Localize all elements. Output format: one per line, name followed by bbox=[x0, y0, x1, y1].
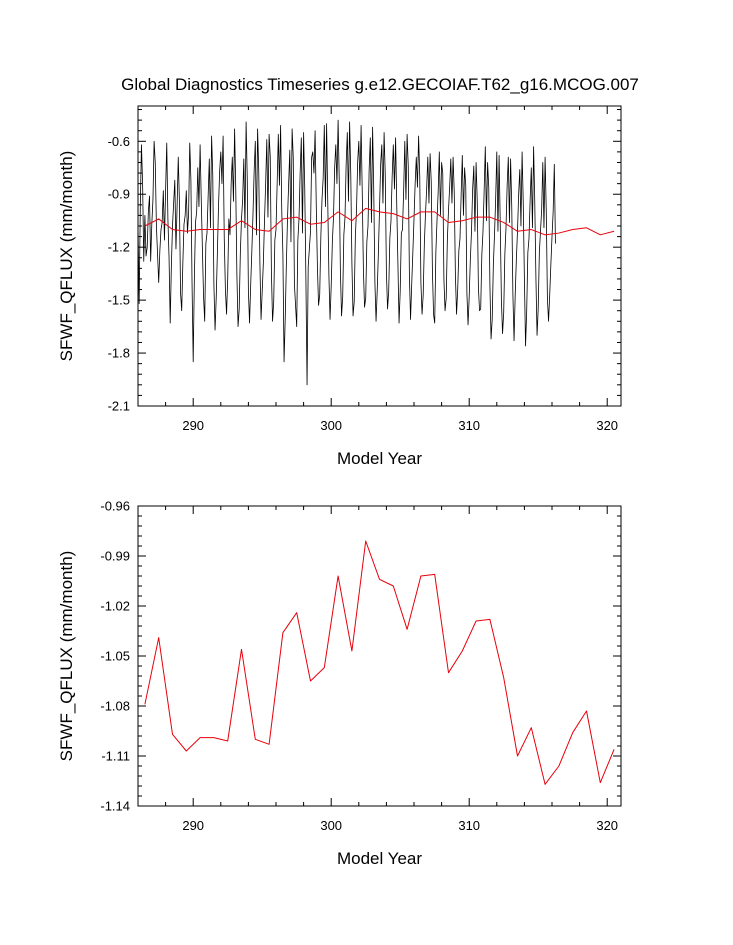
bottom-y-tick-label: -1.08 bbox=[100, 699, 130, 714]
bottom-x-tick-label: 320 bbox=[596, 818, 618, 833]
top-y-tick-label: -2.1 bbox=[108, 399, 130, 414]
bottom-y-tick-label: -1.14 bbox=[100, 799, 130, 814]
top-y-tick-label: -0.9 bbox=[108, 187, 130, 202]
bottom-y-tick-label: -1.11 bbox=[101, 749, 130, 764]
bottom-x-tick-label: 300 bbox=[320, 818, 342, 833]
bottom-y-tick-label: -0.99 bbox=[100, 549, 130, 564]
figure-title: Global Diagnostics Timeseries g.e12.GECO… bbox=[121, 75, 639, 94]
top-y-tick-label: -1.8 bbox=[108, 346, 130, 361]
top-x-tick-label: 290 bbox=[182, 418, 204, 433]
bottom-x-tick-label: 290 bbox=[182, 818, 204, 833]
bottom-panel: 290 300 310 320 -1.14 -1.11 -1.08 -1.05 -1.02 -0.… bbox=[57, 499, 622, 868]
top-y-tick-label: -1.5 bbox=[108, 293, 130, 308]
top-y-tick-label: -0.6 bbox=[108, 134, 130, 149]
top-y-axis-label: SFWF_QFLUX (mm/month) bbox=[57, 151, 76, 362]
bottom-y-tick-label: -0.96 bbox=[100, 499, 130, 514]
bottom-y-tick-label: -1.05 bbox=[100, 649, 130, 664]
top-x-tick-label: 310 bbox=[458, 418, 480, 433]
top-x-tick-label: 320 bbox=[596, 418, 618, 433]
bottom-x-tick-label: 310 bbox=[458, 818, 480, 833]
top-panel: 290 300 310 320 -2.1 -1.8 -1.5 -1.2 -0.9 -0.6 Mod… bbox=[57, 105, 622, 468]
top-plot-frame bbox=[137, 105, 622, 407]
top-series-monthly-line bbox=[138, 119, 556, 386]
top-y-tick-label: -1.2 bbox=[108, 240, 130, 255]
bottom-y-tick-label: -1.02 bbox=[100, 599, 130, 614]
top-x-tick-label: 300 bbox=[320, 418, 342, 433]
bottom-series-annual-line bbox=[144, 540, 615, 785]
bottom-x-axis-label: Model Year bbox=[337, 849, 422, 868]
bottom-y-axis-label: SFWF_QFLUX (mm/month) bbox=[57, 551, 76, 762]
top-series-annual-line bbox=[144, 207, 615, 236]
bottom-plot-frame bbox=[137, 505, 622, 807]
top-x-axis-label: Model Year bbox=[337, 449, 422, 468]
